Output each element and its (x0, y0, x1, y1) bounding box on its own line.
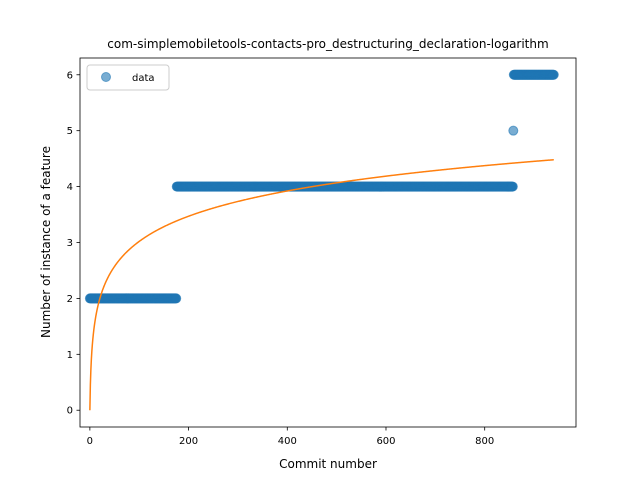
y-tick-label: 1 (67, 350, 73, 361)
legend: data (86, 64, 170, 91)
plot-area (84, 69, 559, 411)
x-tick-label: 400 (278, 436, 297, 447)
data-point (171, 293, 182, 304)
x-tick-label: 0 (87, 436, 93, 447)
y-tick-label: 3 (67, 238, 73, 249)
data-point (507, 181, 518, 192)
fit-line (89, 159, 554, 411)
y-tick-label: 0 (67, 406, 73, 417)
x-axis-label: Commit number (279, 457, 377, 471)
x-tick-label: 800 (475, 436, 494, 447)
data-point (548, 69, 559, 80)
y-tick-label: 2 (67, 294, 73, 305)
x-tick-label: 200 (179, 436, 198, 447)
y-axis-label: Number of instance of a feature (39, 146, 53, 338)
legend-label-data: data (132, 73, 155, 84)
data-point (508, 125, 519, 136)
y-tick-label: 5 (67, 126, 73, 137)
x-axis-ticks: 0 200 400 600 800 (87, 427, 494, 447)
x-tick-label: 600 (376, 436, 395, 447)
legend-marker (101, 72, 111, 82)
y-tick-label: 4 (67, 182, 73, 193)
y-tick-label: 6 (67, 70, 73, 81)
legend-box (86, 64, 170, 91)
chart-title: com-simplemobiletools-contacts-pro_destr… (107, 37, 548, 51)
y-axis-ticks: 0 1 2 3 4 5 6 (67, 70, 80, 417)
